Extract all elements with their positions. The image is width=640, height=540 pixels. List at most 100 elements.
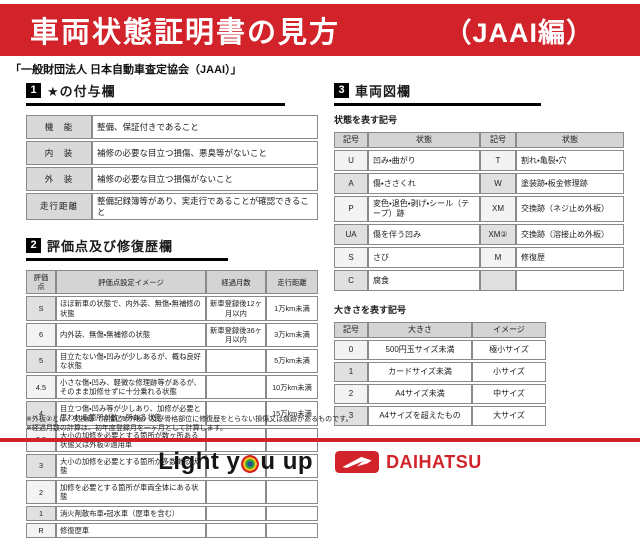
table-cell: 極小サイズ — [472, 340, 546, 360]
table-cell: 割れ・亀裂・穴 — [516, 150, 624, 171]
table-row: 1 消火剤散布車・冠水車（歴車を含む） — [26, 506, 318, 522]
table-row: 2 A4サイズ未満 中サイズ — [334, 384, 546, 404]
table-cell: S — [26, 296, 56, 321]
table-cell: 小サイズ — [472, 362, 546, 382]
table-cell: 小さな傷・凹み、軽微な修理跡等があるが、そのまま加修せずに十分乗れる状態 — [56, 375, 206, 400]
footer-divider — [0, 438, 640, 442]
table-cell: 1 — [26, 506, 56, 522]
table-row: 5 目立たない傷・凹みが少しあるが、概ね良好な状態 5万km未満 — [26, 348, 318, 374]
section2-title: 評価点及び修復歴欄 — [47, 239, 174, 255]
table-cell — [206, 401, 266, 426]
right-column: 3 車両図欄 状態を表す記号 記号 状態 記号 状態 U 凹み・曲がり T 割れ・亀裂・穴 A… — [334, 81, 624, 428]
table-cell: A4サイズ未満 — [368, 384, 472, 404]
daihatsu-badge-icon — [335, 451, 380, 473]
table-cell: 機 能 — [26, 115, 92, 139]
table-cell: 5万km未満 — [266, 348, 318, 374]
table-cell — [206, 453, 266, 478]
section2-number-badge: 2 — [26, 238, 41, 254]
table-cell: 交換跡（ネジ止め外板） — [516, 196, 624, 222]
table-row: S さび M 修復歴 — [334, 247, 624, 268]
table-row: P 変色・退色・剥げ・シール（テープ）跡 XM 交換跡（ネジ止め外板） — [334, 196, 624, 222]
column-header: イメージ — [472, 322, 546, 338]
table-cell: T — [480, 150, 516, 171]
table-cell: 中サイズ — [472, 384, 546, 404]
table-cell: 補修の必要な目立つ損傷、悪臭等がないこと — [92, 141, 318, 165]
table-cell: 大小の加修を必要とする箇所が多数ある状態 — [56, 453, 206, 478]
table-cell: 腐食 — [368, 270, 480, 291]
table-cell: 15万km未満 — [266, 401, 318, 426]
table-cell: 交換跡（溶接止め外板） — [516, 224, 624, 245]
table-cell: 10万km未満 — [266, 375, 318, 400]
table-row: 2 加修を必要とする箇所が車両全体にある状態 — [26, 480, 318, 505]
column-header: 評価点 — [26, 270, 56, 295]
footer-logos: Light y u up DAIHATSU — [0, 446, 640, 478]
table-cell: 0 — [334, 340, 368, 360]
table-cell: S — [334, 247, 368, 268]
column-header: 評価点設定イメージ — [56, 270, 206, 295]
table-cell: 5 — [26, 348, 56, 374]
size-symbols-label: 大きさを表す記号 — [334, 305, 407, 315]
section3-title: 車両図欄 — [355, 84, 412, 99]
table-cell — [266, 523, 318, 539]
table-cell: 新車登録後36ヶ月以内 — [206, 322, 266, 347]
edition-label: （JAAI編） — [444, 17, 594, 48]
table-cell: 4 — [26, 401, 56, 426]
star-criteria-table: 機 能整備、保証付きであること内 装補修の必要な目立つ損傷、悪臭等がないこと外 … — [26, 113, 318, 222]
table-row: 0 500円玉サイズ未満 極小サイズ — [334, 340, 546, 360]
table-cell — [206, 348, 266, 374]
table-row: 内 装補修の必要な目立つ損傷、悪臭等がないこと — [26, 141, 318, 165]
table-cell: 新車登録後12ヶ月以内 — [206, 296, 266, 321]
table-row: S ほぼ新車の状態で、内外装、無傷・無補修の状態 新車登録後12ヶ月以内 1万km未満 — [26, 296, 318, 321]
state-symbols-table: 記号 状態 記号 状態 U 凹み・曲がり T 割れ・亀裂・穴 A 傷・ささくれ W 塗装跡・板金修理… — [334, 130, 624, 293]
table-row: 3 A4サイズを超えたもの 大サイズ — [334, 406, 546, 426]
table-cell: カードサイズ未満 — [368, 362, 472, 382]
table-row: 外 装補修の必要な目立つ損傷がないこと — [26, 167, 318, 191]
table-cell — [206, 375, 266, 400]
table-cell: 加修を必要とする箇所が車両全体にある状態 — [56, 480, 206, 505]
table-cell: 目立つ傷・凹み等が少しあり、加修が必要と思われる箇所が数ヶ所ある状態 — [56, 401, 206, 426]
footnotes: ※外板②とは、交換跡（溶接止め外板）及び骨格部位に修復歴をとらない損傷又は痕跡が… — [26, 415, 352, 434]
state-symbols-label: 状態を表す記号 — [334, 115, 398, 125]
column-header: 状態 — [368, 132, 480, 148]
footnote-line: ※経過月数の計算は、初年度登録月を一ヶ月として計算します。 — [26, 425, 227, 433]
section3-number-badge: 3 — [334, 83, 349, 98]
table-row: 走行距離 整備記録簿等があり、実走行であることが確認できること — [26, 193, 318, 221]
column-header: 状態 — [516, 132, 624, 148]
table-cell: 整備記録簿等があり、実走行であることが確認できること — [92, 193, 318, 221]
footnote-line: ※外板②とは、交換跡（溶接止め外板）及び骨格部位に修復歴をとらない損傷又は痕跡が… — [26, 416, 353, 423]
table-cell — [266, 453, 318, 478]
table-cell: 整備、保証付きであること — [92, 115, 318, 139]
table-cell: C — [334, 270, 368, 291]
daihatsu-wordmark: DAIHATSU — [386, 451, 482, 472]
target-circle-icon — [241, 455, 260, 473]
table-cell: 1万km未満 — [266, 296, 318, 321]
table-cell — [206, 523, 266, 539]
table-row: 4.5 小さな傷・凹み、軽微な修理跡等があるが、そのまま加修せずに十分乗れる状態 1… — [26, 375, 318, 400]
section1-title: ★の付与欄 — [47, 84, 116, 99]
table-cell: XM — [480, 196, 516, 222]
table-cell: 4.5 — [26, 375, 56, 400]
table-cell: 修復歴 — [516, 247, 624, 268]
table-cell: 2 — [26, 480, 56, 505]
table-cell: 凹み・曲がり — [368, 150, 480, 171]
table-cell: 大サイズ — [472, 406, 546, 426]
light-you-up-text-right: u up — [260, 448, 314, 475]
section1-number-badge: 1 — [26, 83, 41, 98]
light-you-up-text-left: Light y — [158, 448, 241, 475]
table-cell — [206, 480, 266, 505]
table-cell — [480, 270, 516, 291]
table-cell: 6 — [26, 322, 56, 347]
table-cell: 傷・ささくれ — [368, 173, 480, 194]
table-row: 機 能整備、保証付きであること — [26, 115, 318, 139]
table-cell: 変色・退色・剥げ・シール（テープ）跡 — [368, 196, 480, 222]
table-row: 3 大小の加修を必要とする箇所が多数ある状態 — [26, 453, 318, 478]
table-cell: 修復歴車 — [56, 523, 206, 539]
table-cell: 内外装、無傷・無補修の状態 — [56, 322, 206, 347]
table-cell: M — [480, 247, 516, 268]
size-symbols-table: 記号 大きさ イメージ 0 500円玉サイズ未満 極小サイズ 1 カードサイズ未満 小サイズ 2… — [334, 320, 546, 428]
table-cell: 3 — [334, 406, 368, 426]
table-row: 1 カードサイズ未満 小サイズ — [334, 362, 546, 382]
table-cell: 3万km未満 — [266, 322, 318, 347]
page-title: 車両状態証明書の見方 — [30, 17, 341, 49]
column-header: 記号 — [480, 132, 516, 148]
